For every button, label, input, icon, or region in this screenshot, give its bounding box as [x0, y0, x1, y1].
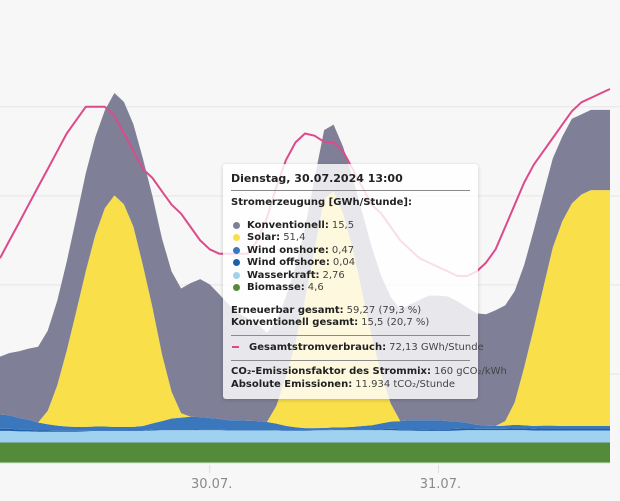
- renewable-label: Erneuerbar gesamt:: [231, 304, 344, 316]
- conventional-value: 15,5 (20,7 %): [361, 317, 430, 329]
- series-value: 51,4: [283, 232, 306, 244]
- divider: [231, 190, 470, 191]
- series-color-dot-icon: [233, 234, 240, 242]
- tooltip-title: Dienstag, 30.07.2024 13:00: [231, 172, 403, 185]
- x-tick-label: 30.07.: [191, 477, 232, 492]
- series-label: Wind offshore:: [247, 257, 330, 269]
- renewable-total: Erneuerbar gesamt: 59,27 (79,3 %): [231, 304, 470, 317]
- divider: [231, 359, 470, 361]
- series-value: 4,6: [307, 282, 324, 294]
- divider: [231, 335, 470, 336]
- tooltip-series-item: Solar: 51,4: [231, 232, 470, 245]
- consumption-value: 72,13 GWh/Stunde: [389, 341, 484, 353]
- abs-emissions-label: Absolute Emissionen:: [231, 378, 353, 390]
- area-wind-onshore: [0, 414, 610, 431]
- co2-factor-label: CO₂-Emissionsfaktor des Strommix:: [231, 366, 432, 378]
- series-label: Konventionell:: [247, 219, 329, 231]
- abs-emissions-row: Absolute Emissionen: 11.934 tCO₂/Stunde: [231, 378, 470, 391]
- tooltip-series-item: Biomasse: 4,6: [231, 282, 470, 295]
- consumption-row: Gesamtstromverbrauch: 72,13 GWh/Stunde: [231, 341, 484, 354]
- series-label: Wasserkraft:: [247, 269, 320, 281]
- x-axis: 30.07. 31.07.: [191, 465, 461, 492]
- series-color-dot-icon: [233, 259, 240, 267]
- tooltip-series-item: Wind onshore: 0,47: [231, 244, 470, 257]
- series-label: Wind onshore:: [247, 244, 329, 256]
- consumption-line-group: [0, 88, 611, 277]
- series-color-dot-icon: [233, 271, 240, 279]
- abs-emissions-value: 11.934 tCO₂/Stunde: [355, 378, 455, 390]
- tooltip: Dienstag, 30.07.2024 13:00 Stromerzeugun…: [223, 164, 507, 399]
- tooltip-series-item: Wind offshore: 0,04: [231, 257, 470, 270]
- conventional-total: Konventionell gesamt: 15,5 (20,7 %): [231, 317, 470, 330]
- series-label: Solar:: [247, 232, 281, 244]
- series-value: 0,47: [331, 244, 355, 256]
- conventional-label: Konventionell gesamt:: [231, 317, 359, 329]
- series-value: 0,04: [332, 257, 356, 269]
- area-wasserkraft: [0, 430, 610, 443]
- x-tick-label: 31.07.: [420, 477, 461, 492]
- area-biomasse: [0, 442, 610, 463]
- series-color-dot-icon: [233, 221, 240, 229]
- generation-list: Konventionell: 15,5 Solar: 51,4 Wind onshore…: [231, 219, 470, 294]
- series-value: 2,76: [322, 269, 345, 281]
- series-color-dot-icon: [233, 246, 240, 254]
- consumption-line-icon: [232, 346, 239, 349]
- co2-factor-value: 160 gCO₂/kWh: [434, 366, 507, 378]
- tooltip-series-item: Wasserkraft: 2,76: [231, 269, 470, 282]
- series-value: 15,5: [331, 219, 355, 231]
- series-color-dot-icon: [233, 284, 240, 292]
- tooltip-series-item: Konventionell: 15,5: [231, 219, 470, 232]
- co2-factor-row: CO₂-Emissionsfaktor des Strommix: 160 gC…: [231, 366, 507, 379]
- generation-heading: Stromerzeugung [GWh/Stunde]:: [231, 197, 412, 208]
- area-wind-offshore: [0, 428, 610, 432]
- series-label: Biomasse:: [247, 282, 305, 294]
- consumption-label: Gesamtstromverbrauch:: [249, 341, 387, 353]
- line-gesamtstromverbrauch: [0, 88, 611, 277]
- renewable-value: 59,27 (79,3 %): [346, 304, 422, 316]
